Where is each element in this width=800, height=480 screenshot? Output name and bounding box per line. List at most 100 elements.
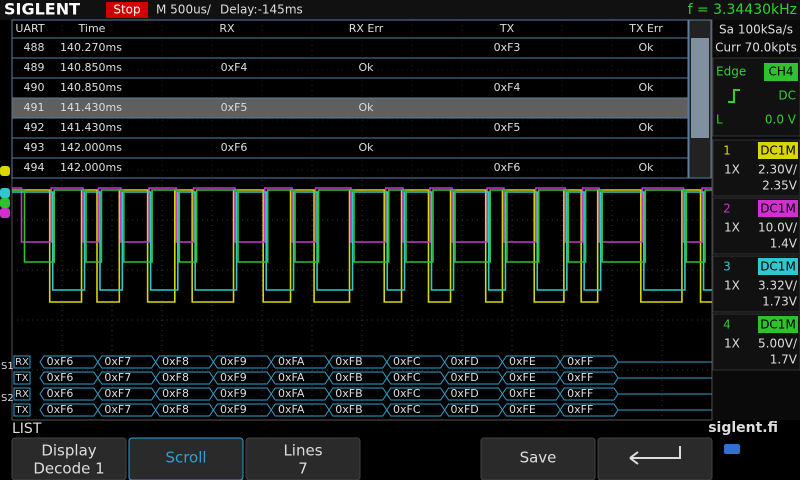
brand: SIGLENT: [4, 0, 80, 19]
channel-scale: 3.32V/: [758, 279, 798, 293]
menu-button[interactable]: [480, 437, 596, 480]
byte-value: 0xF9: [220, 387, 247, 400]
waveform: [12, 191, 712, 291]
menu-label[interactable]: Scroll: [165, 449, 206, 467]
byte-value: 0xFD: [450, 387, 478, 400]
byte-value: 0xF6: [47, 403, 74, 416]
channel-scale: 5.00V/: [758, 337, 798, 351]
channel-number: 2: [723, 202, 731, 216]
byte-value: 0xF9: [220, 403, 247, 416]
table-cell: 0xF5: [221, 101, 248, 114]
table-cell: Ok: [638, 81, 654, 94]
table-cell: Ok: [638, 121, 654, 134]
table-cell: 490: [24, 81, 45, 94]
trigger-level-label: L: [716, 113, 723, 127]
byte-value: 0xF8: [162, 403, 189, 416]
byte-value: 0xF9: [220, 371, 247, 384]
byte-value: 0xF8: [162, 371, 189, 384]
table-cell: 492: [24, 121, 45, 134]
coupling-badge: [758, 200, 798, 217]
byte-value: 0xFE: [509, 387, 536, 400]
byte-value: 0xF9: [220, 355, 247, 368]
table-cell: 141.430ms: [60, 121, 122, 134]
channel-coupling: DC1M: [760, 260, 796, 274]
byte-value: 0xF6: [47, 371, 74, 384]
trigger-source: CH4: [768, 65, 793, 79]
bus-label: S2: [1, 393, 14, 404]
table-cell: 140.270ms: [60, 41, 122, 54]
timebase: M 500us/: [156, 3, 212, 17]
byte-value: 0xFC: [393, 403, 421, 416]
channel-marker: [0, 188, 10, 198]
menu-label[interactable]: Display: [41, 442, 96, 460]
line-label: RX: [15, 357, 29, 368]
channel-coupling: DC1M: [760, 144, 796, 158]
channel-coupling: DC1M: [760, 318, 796, 332]
byte-value: 0xFE: [509, 371, 536, 384]
byte-value: 0xF7: [104, 387, 131, 400]
table-cell: 142.000ms: [60, 161, 122, 174]
coupling-badge: [758, 142, 798, 159]
table-cell: 141.430ms: [60, 101, 122, 114]
line-label-box: [13, 371, 31, 385]
table-cell: 493: [24, 141, 45, 154]
memory-depth: Curr 70.0kpts: [715, 41, 797, 55]
byte-value: 0xFB: [335, 355, 362, 368]
table-cell: 494: [24, 161, 45, 174]
table-cell: 0xF4: [221, 61, 248, 74]
table-cell: 491: [24, 101, 45, 114]
channel-offset: 1.4V: [770, 237, 798, 251]
byte-value: 0xF8: [162, 355, 189, 368]
coupling-badge: [758, 258, 798, 275]
trigger-level: 0.0 V: [765, 113, 797, 127]
table-cell: 0xF5: [494, 121, 521, 134]
scroll-thumb[interactable]: [691, 38, 709, 138]
bus-label: S1: [1, 361, 14, 372]
line-label-box: [13, 403, 31, 417]
byte-value: 0xFB: [335, 403, 362, 416]
byte-value: 0xF8: [162, 387, 189, 400]
channel-number: 1: [723, 144, 731, 158]
table-cell: 0xF6: [221, 141, 248, 154]
byte-value: 0xFF: [567, 403, 593, 416]
waveform: [12, 189, 712, 263]
sample-rate: Sa 100kSa/s: [719, 23, 793, 37]
byte-value: 0xFD: [450, 355, 478, 368]
column-header: TX Err: [628, 22, 663, 35]
byte-value: 0xFC: [393, 355, 421, 368]
byte-value: 0xF6: [47, 387, 74, 400]
byte-value: 0xF7: [104, 403, 131, 416]
channel-marker: [0, 198, 10, 208]
footer-website: siglent.fi: [708, 420, 778, 436]
channel-offset: 1.73V: [762, 295, 798, 309]
trigger-type: Edge: [716, 65, 746, 79]
channel-probe: 1X: [724, 279, 740, 293]
channel-offset: 1.7V: [770, 353, 798, 367]
byte-value: 0xFD: [450, 371, 478, 384]
table-cell: Ok: [358, 141, 374, 154]
byte-value: 0xFA: [278, 403, 305, 416]
menu-value[interactable]: 7: [298, 460, 308, 478]
table-cell: Ok: [358, 61, 374, 74]
channel-offset: 2.35V: [762, 179, 798, 193]
menu-button[interactable]: [128, 437, 244, 480]
table-cell: Ok: [638, 41, 654, 54]
edge-icon: [728, 89, 740, 103]
table-cell: 0xF4: [494, 81, 521, 94]
channel-scale: 2.30V/: [758, 163, 798, 177]
waveform: [12, 187, 712, 243]
menu-label[interactable]: Lines: [283, 442, 322, 460]
trigger-coupling: DC: [778, 89, 796, 103]
table-cell: Ok: [358, 101, 374, 114]
byte-value: 0xFE: [509, 355, 536, 368]
menu-label[interactable]: Save: [520, 449, 557, 467]
channel-number: 3: [723, 260, 731, 274]
channel-marker: [0, 166, 10, 176]
menu-value[interactable]: Decode 1: [33, 460, 104, 478]
selected-row: [12, 98, 688, 118]
column-header: Time: [78, 22, 106, 35]
menu-button[interactable]: [245, 437, 361, 480]
menu-button[interactable]: [11, 437, 127, 480]
byte-value: 0xFE: [509, 403, 536, 416]
top-bar: [0, 0, 800, 20]
